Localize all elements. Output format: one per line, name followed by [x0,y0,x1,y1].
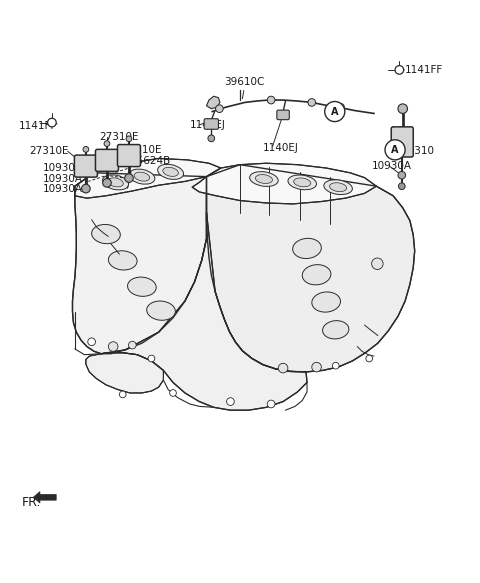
FancyBboxPatch shape [96,149,119,171]
Circle shape [48,118,56,127]
Text: 10930A: 10930A [43,184,83,194]
Circle shape [126,136,132,142]
FancyBboxPatch shape [277,110,289,120]
Ellipse shape [108,178,123,187]
Polygon shape [192,163,376,204]
Text: 1141FF: 1141FF [19,121,57,131]
Circle shape [398,104,408,114]
Ellipse shape [323,321,349,339]
FancyBboxPatch shape [391,127,413,157]
Circle shape [104,180,110,186]
Circle shape [332,362,339,369]
Ellipse shape [312,292,340,312]
Text: A: A [331,107,338,117]
Circle shape [398,171,406,179]
Polygon shape [72,173,206,354]
Text: 27310: 27310 [401,146,434,156]
Ellipse shape [157,164,183,180]
Circle shape [308,99,316,106]
Ellipse shape [330,182,347,192]
Ellipse shape [147,301,175,320]
Circle shape [324,101,345,122]
Polygon shape [33,491,56,503]
Polygon shape [206,96,220,108]
Circle shape [208,135,215,142]
Text: 1140EJ: 1140EJ [190,120,226,130]
Ellipse shape [255,174,273,184]
Ellipse shape [288,175,316,189]
Ellipse shape [250,171,278,187]
Circle shape [83,186,89,191]
Circle shape [129,341,136,349]
Circle shape [103,178,111,187]
Circle shape [395,66,404,74]
FancyBboxPatch shape [118,145,141,167]
Ellipse shape [128,277,156,296]
Text: 27310E: 27310E [29,146,69,156]
Circle shape [108,342,118,352]
Circle shape [227,398,234,405]
Circle shape [120,391,126,398]
Circle shape [126,175,132,181]
Circle shape [398,183,405,189]
Circle shape [385,140,405,160]
Circle shape [278,363,288,373]
Text: 1140EJ: 1140EJ [263,143,299,153]
FancyBboxPatch shape [74,155,97,177]
Circle shape [267,400,275,408]
Polygon shape [206,164,415,372]
Ellipse shape [103,175,129,190]
Text: 25624B: 25624B [130,156,170,166]
FancyBboxPatch shape [204,119,218,129]
Circle shape [216,105,223,113]
Polygon shape [75,159,221,198]
Circle shape [169,389,176,396]
Text: 10930A: 10930A [43,174,83,184]
Text: 10930A: 10930A [372,161,412,171]
Polygon shape [86,353,163,393]
Text: FR.: FR. [22,496,42,508]
Circle shape [83,146,89,152]
Ellipse shape [324,180,352,195]
Text: 27310E: 27310E [123,145,162,155]
Ellipse shape [108,251,137,270]
Ellipse shape [129,169,155,184]
Text: 10930A: 10930A [43,163,83,174]
Text: A: A [391,145,399,155]
Circle shape [125,174,133,182]
Circle shape [267,96,275,104]
Circle shape [312,362,322,372]
Ellipse shape [92,224,120,244]
Circle shape [148,355,155,362]
Text: 1141FF: 1141FF [405,65,444,75]
Ellipse shape [294,178,311,187]
Ellipse shape [163,167,179,177]
Ellipse shape [293,238,321,258]
Circle shape [82,184,90,193]
Circle shape [366,355,372,362]
Text: 27310E: 27310E [99,132,138,142]
Ellipse shape [134,172,150,181]
Circle shape [336,103,344,111]
Circle shape [104,141,110,146]
Ellipse shape [302,265,331,285]
Polygon shape [101,213,307,410]
Circle shape [88,338,96,346]
Circle shape [372,258,383,269]
Text: 39610C: 39610C [225,76,265,87]
